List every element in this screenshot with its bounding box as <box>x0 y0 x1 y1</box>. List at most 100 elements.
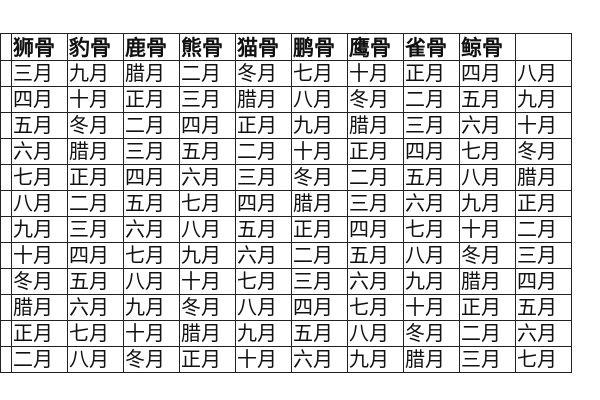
table-cell: 八月 <box>235 294 292 321</box>
leading-cell <box>0 164 12 191</box>
table-cell: 腊月 <box>179 320 236 347</box>
table-cell: 正月 <box>515 190 572 217</box>
table-cell: 四月 <box>347 216 404 243</box>
table-cell: 六月 <box>515 320 572 347</box>
table-cell: 十月 <box>67 86 124 113</box>
table-cell: 七月 <box>515 346 572 373</box>
table-cell: 八月 <box>459 164 516 191</box>
table-cell: 五月 <box>459 86 516 113</box>
column-header <box>515 33 572 61</box>
table-cell: 二月 <box>235 138 292 165</box>
header-row: 狮骨 豹骨 鹿骨 熊骨 猫骨 鹏骨 鹰骨 雀骨 鲸骨 <box>0 33 572 61</box>
table-cell: 六月 <box>403 190 460 217</box>
table-cell: 七月 <box>11 164 68 191</box>
table-cell: 五月 <box>235 216 292 243</box>
table-cell: 十月 <box>403 294 460 321</box>
table-cell: 六月 <box>459 112 516 139</box>
table-cell: 九月 <box>123 294 180 321</box>
table-cell: 七月 <box>459 138 516 165</box>
table-cell: 六月 <box>11 138 68 165</box>
column-header: 豹骨 <box>67 33 124 61</box>
table-row: 六月 腊月 三月 五月 二月 十月 正月 四月 七月 冬月 <box>0 138 572 165</box>
table-cell: 八月 <box>11 190 68 217</box>
table-cell: 九月 <box>291 112 348 139</box>
table-cell: 七月 <box>291 60 348 87</box>
table-cell: 四月 <box>235 190 292 217</box>
table-cell: 正月 <box>11 320 68 347</box>
table-cell: 五月 <box>291 320 348 347</box>
table-cell: 六月 <box>347 268 404 295</box>
table-cell: 十月 <box>347 60 404 87</box>
table-cell: 正月 <box>403 60 460 87</box>
table-cell: 正月 <box>235 112 292 139</box>
table-cell: 正月 <box>347 138 404 165</box>
table-cell: 二月 <box>123 112 180 139</box>
table-cell: 腊月 <box>291 190 348 217</box>
table-cell: 九月 <box>347 346 404 373</box>
column-header: 鹰骨 <box>347 33 404 61</box>
leading-cell <box>0 138 12 165</box>
table-cell: 三月 <box>67 216 124 243</box>
column-header: 熊骨 <box>179 33 236 61</box>
table-cell: 四月 <box>291 294 348 321</box>
table-cell: 三月 <box>11 60 68 87</box>
table-cell: 七月 <box>347 294 404 321</box>
table-cell: 十月 <box>235 346 292 373</box>
table-cell: 三月 <box>403 112 460 139</box>
table-cell: 二月 <box>179 60 236 87</box>
table-cell: 冬月 <box>347 86 404 113</box>
leading-cell <box>0 294 12 321</box>
table-cell: 四月 <box>515 268 572 295</box>
table-cell: 三月 <box>235 164 292 191</box>
table-cell: 腊月 <box>67 138 124 165</box>
table-cell: 八月 <box>179 216 236 243</box>
table-row: 十月 四月 七月 九月 六月 二月 五月 八月 冬月 三月 <box>0 242 572 269</box>
table-cell: 四月 <box>179 112 236 139</box>
table-cell: 二月 <box>67 190 124 217</box>
table-row: 九月 三月 六月 八月 五月 正月 四月 七月 十月 二月 <box>0 216 572 243</box>
leading-cell <box>0 190 12 217</box>
table-cell: 五月 <box>67 268 124 295</box>
table-cell: 九月 <box>459 190 516 217</box>
table-cell: 冬月 <box>459 242 516 269</box>
table-cell: 冬月 <box>515 138 572 165</box>
table-cell: 七月 <box>403 216 460 243</box>
table-cell: 二月 <box>11 346 68 373</box>
leading-cell <box>0 268 12 295</box>
table-cell: 五月 <box>515 294 572 321</box>
table-cell: 冬月 <box>235 60 292 87</box>
table-cell: 正月 <box>459 294 516 321</box>
table-row: 七月 正月 四月 六月 三月 冬月 二月 五月 八月 腊月 <box>0 164 572 191</box>
table-cell: 四月 <box>403 138 460 165</box>
table-cell: 腊月 <box>235 86 292 113</box>
table-row: 八月 二月 五月 七月 四月 腊月 三月 六月 九月 正月 <box>0 190 572 217</box>
table-cell: 七月 <box>67 320 124 347</box>
table-cell: 二月 <box>515 216 572 243</box>
table-cell: 冬月 <box>11 268 68 295</box>
table-row: 二月 八月 冬月 正月 十月 六月 九月 腊月 三月 七月 <box>0 346 572 373</box>
leading-cell <box>0 33 12 61</box>
table-cell: 八月 <box>515 60 572 87</box>
table-cell: 九月 <box>67 60 124 87</box>
table-cell: 十月 <box>459 216 516 243</box>
table-cell: 九月 <box>11 216 68 243</box>
table-cell: 冬月 <box>67 112 124 139</box>
table-cell: 三月 <box>123 138 180 165</box>
table-cell: 正月 <box>67 164 124 191</box>
table-cell: 二月 <box>291 242 348 269</box>
table-cell: 七月 <box>235 268 292 295</box>
table-cell: 五月 <box>347 242 404 269</box>
table-cell: 腊月 <box>347 112 404 139</box>
table-cell: 正月 <box>123 86 180 113</box>
column-header: 狮骨 <box>11 33 68 61</box>
table-cell: 腊月 <box>515 164 572 191</box>
table-cell: 六月 <box>235 242 292 269</box>
table-cell: 八月 <box>291 86 348 113</box>
table-cell: 十月 <box>11 242 68 269</box>
table-cell: 正月 <box>179 346 236 373</box>
table-cell: 三月 <box>459 346 516 373</box>
table-cell: 五月 <box>403 164 460 191</box>
table-cell: 正月 <box>291 216 348 243</box>
table-cell: 七月 <box>123 242 180 269</box>
month-table: 狮骨 豹骨 鹿骨 熊骨 猫骨 鹏骨 鹰骨 雀骨 鲸骨 三月 九月 腊月 二月 冬月 七月 十月 正月 四月 八月 四月… <box>0 33 572 373</box>
